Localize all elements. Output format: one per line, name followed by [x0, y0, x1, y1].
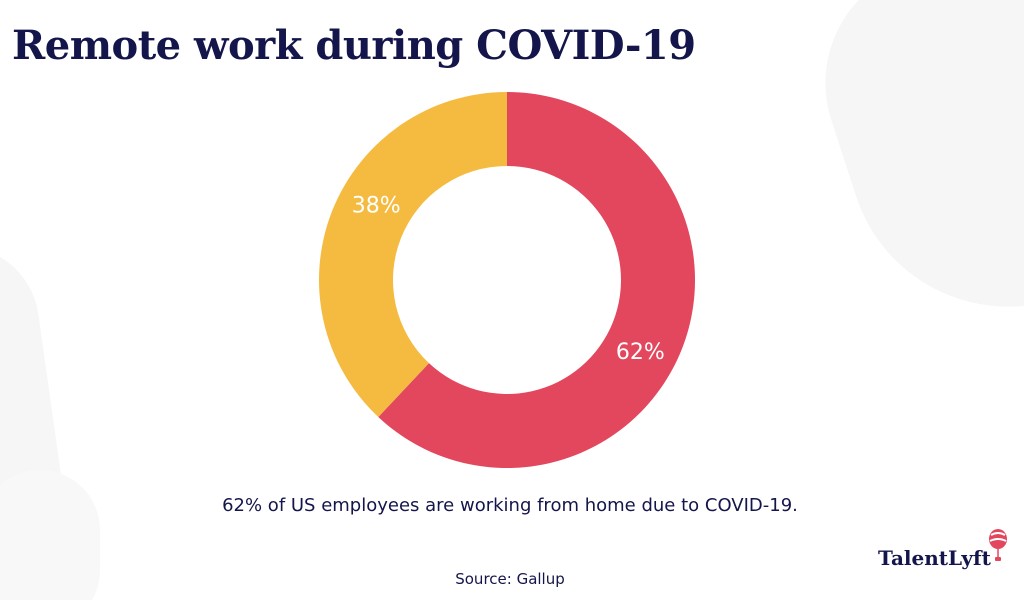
balloon-icon	[989, 529, 1007, 561]
chart-caption: 62% of US employees are working from hom…	[222, 495, 798, 516]
background-shape-bottom	[0, 470, 100, 600]
chart-title: Remote work during COVID-19	[12, 22, 696, 69]
logo-text: TalentLyft	[878, 546, 991, 570]
talentlyft-logo: TalentLyft	[878, 528, 1018, 578]
donut-slice-2	[318, 91, 507, 418]
donut-slice-label-1: 62%	[616, 340, 665, 365]
donut-slice-label-2: 38%	[352, 194, 401, 219]
donut-slice-1	[378, 92, 695, 468]
source-note: Source: Gallup	[455, 570, 565, 588]
